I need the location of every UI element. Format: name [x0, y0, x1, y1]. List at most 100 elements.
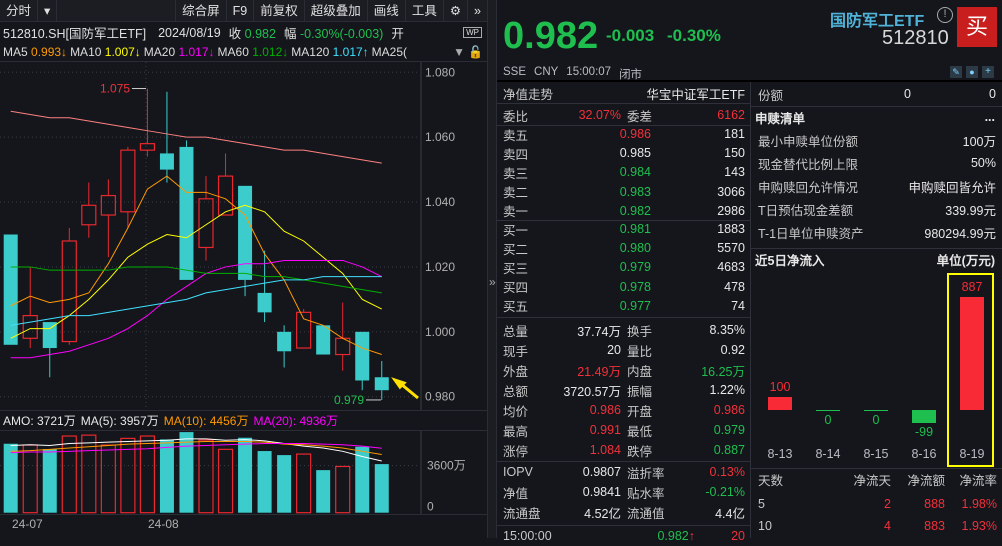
ma-legend-item: MA5 0.993↓ [3, 45, 67, 59]
amount-bar[interactable] [296, 453, 312, 514]
candle[interactable] [374, 361, 389, 400]
bell-icon[interactable]: ● [966, 66, 978, 78]
etf-stat-row: IOPV 0.9807 溢折率 0.13% [503, 462, 745, 482]
inflow-bar[interactable] [864, 410, 888, 411]
composite-screen-button[interactable]: 综合屏 [175, 0, 227, 22]
candle[interactable] [100, 179, 116, 258]
amount-bar[interactable] [139, 435, 156, 514]
candle[interactable] [316, 325, 331, 355]
candlestick-chart[interactable]: 1.080 1.060 1.040 1.020 1.000 0.980 1.075 0.979 [0, 62, 487, 410]
caret-down-icon[interactable]: ▼ [453, 45, 466, 59]
amount-bar[interactable] [159, 439, 174, 513]
more-icon[interactable]: ... [984, 110, 995, 124]
amount-bar[interactable] [217, 448, 234, 514]
pencil-icon[interactable]: ✎ [950, 66, 962, 78]
buy-button[interactable]: 买 [957, 7, 997, 47]
y-tick-label: 0 [427, 500, 434, 514]
amount-bar[interactable] [22, 444, 38, 514]
order-book-level[interactable]: 卖二 0.983 3066 [503, 182, 745, 202]
expand-icon[interactable]: » [489, 275, 496, 289]
period-dropdown[interactable]: ▾ [38, 0, 58, 22]
amount-bar[interactable] [257, 451, 272, 513]
amo-ma5: MA(5): 3957万 [80, 414, 159, 428]
candle[interactable] [42, 322, 57, 378]
stat-value: 0.991 [589, 423, 621, 437]
plus-icon[interactable]: + [982, 66, 994, 78]
candle[interactable] [139, 88, 156, 157]
overlay-button[interactable]: 超级叠加 [305, 0, 368, 22]
nav-trend-row[interactable]: 净值走势 华宝中证军工ETF [503, 83, 745, 103]
panel-splitter[interactable]: » [487, 0, 497, 538]
amount-bar[interactable] [198, 439, 214, 514]
inflow-bar[interactable] [912, 410, 936, 423]
candle[interactable] [355, 331, 370, 391]
candle[interactable] [3, 234, 18, 345]
amount-bar[interactable] [179, 432, 194, 513]
order-book-level[interactable]: 卖三 0.984 143 [503, 162, 745, 182]
candle[interactable] [22, 266, 38, 349]
market-status: 闭市 [619, 69, 643, 81]
amount-bar[interactable] [355, 446, 370, 513]
amount-bar[interactable] [61, 435, 77, 514]
inflow-bar[interactable] [816, 410, 840, 411]
inflow-bar[interactable] [960, 297, 984, 410]
ma-value: 1.012↓ [252, 45, 289, 59]
stat-row: 总量 37.74万 换手 8.35% [503, 320, 745, 340]
candle[interactable] [120, 146, 136, 229]
ma-legend-item: MA10 1.007↓ [70, 45, 141, 59]
inflow-date-label: 8-16 [911, 447, 937, 461]
level-price: 0.979 [619, 260, 651, 275]
order-book-level[interactable]: 买一 0.981 1883 [503, 219, 745, 239]
candle[interactable] [296, 309, 312, 349]
draw-line-button[interactable]: 画线 [368, 0, 406, 22]
candle[interactable] [61, 228, 77, 345]
amount-bar[interactable] [100, 444, 116, 514]
forward-adjust-button[interactable]: 前复权 [254, 0, 305, 22]
tab-intraday[interactable]: 分时 [0, 0, 39, 22]
amount-chart[interactable]: 3600万 0 [0, 431, 487, 514]
amount-bar[interactable] [374, 464, 389, 513]
order-book-level[interactable]: 买二 0.980 5570 [503, 238, 745, 258]
double-chevron-right-icon[interactable]: » [474, 3, 481, 18]
order-book-level[interactable]: 买三 0.979 4683 [503, 257, 745, 277]
stat-label: 总量 [503, 324, 529, 339]
amount-bar[interactable] [335, 465, 351, 514]
stat-label: 开盘 [627, 404, 653, 419]
candle[interactable] [257, 250, 272, 323]
info-circle-icon[interactable]: ! [937, 7, 953, 23]
item-label: T-1日单位申赎资产 [758, 226, 864, 241]
candle[interactable] [159, 91, 174, 183]
amount-bar[interactable] [238, 437, 253, 513]
item-value: 100万 [962, 134, 996, 149]
candle[interactable] [238, 185, 253, 297]
amount-bar[interactable] [316, 470, 331, 513]
wp-icon[interactable]: WP [463, 27, 482, 38]
candle[interactable] [198, 176, 214, 261]
inflow-bar[interactable] [768, 397, 792, 410]
candle[interactable] [217, 153, 234, 216]
amount-bar[interactable] [120, 437, 136, 514]
share-row: 份额 0 0 [758, 84, 996, 104]
candle[interactable] [335, 302, 351, 371]
candle[interactable] [277, 325, 292, 368]
order-book-level[interactable]: 买五 0.977 74 [503, 296, 745, 316]
candle[interactable] [179, 140, 194, 280]
tools-button[interactable]: 工具 [406, 0, 444, 22]
order-book-level[interactable]: 卖五 0.986 181 [503, 124, 745, 144]
tick-row[interactable]: 15:00:00 0.982 ↑ 20 [503, 526, 745, 546]
amount-bar[interactable] [42, 449, 57, 513]
gear-icon[interactable]: ⚙ [444, 0, 469, 22]
amount-bar[interactable] [81, 434, 97, 514]
stat-value: 37.74万 [577, 324, 621, 339]
stat-label: 量比 [627, 344, 653, 359]
order-book-level[interactable]: 买四 0.978 478 [503, 277, 745, 297]
candle[interactable] [81, 182, 97, 238]
order-book-level[interactable]: 卖一 0.982 2986 [503, 201, 745, 221]
f9-button[interactable]: F9 [227, 0, 255, 22]
info-row: 512810.SH[国防军工ETF] 2024/08/19 收 0.982 幅 … [0, 22, 487, 43]
amount-bar[interactable] [277, 455, 292, 513]
lock-icon[interactable]: 🔓 [468, 45, 483, 59]
amount-bar[interactable] [3, 443, 18, 513]
nav-trend-link[interactable]: 净值走势 [503, 87, 554, 102]
order-book-level[interactable]: 卖四 0.985 150 [503, 143, 745, 163]
